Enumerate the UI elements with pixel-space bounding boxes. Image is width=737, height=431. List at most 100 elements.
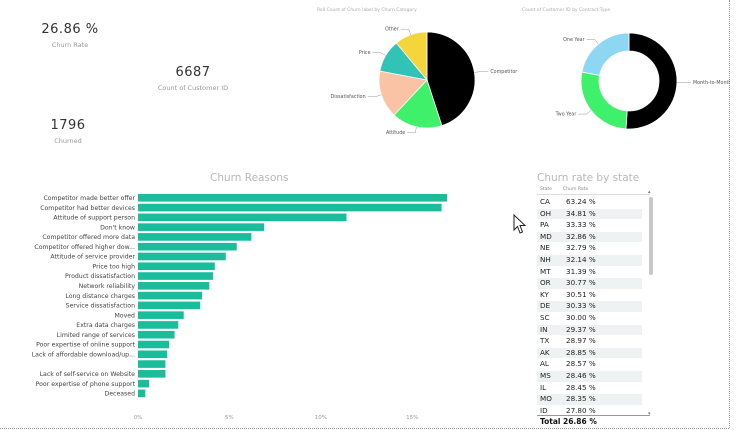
table-row[interactable]: IN 29.37 % <box>537 324 642 336</box>
reason-bar-don-t-know[interactable] <box>138 223 265 231</box>
reason-bar-service-dissatisfaction[interactable] <box>138 301 201 310</box>
reason-bar-competitor-made-better-offer[interactable] <box>138 194 448 202</box>
scroll-up-icon[interactable]: ▴ <box>648 189 651 195</box>
state-cell: IL <box>540 382 547 392</box>
churned-label: Churned <box>54 137 82 145</box>
category-leader-competitor <box>474 71 489 73</box>
table-row[interactable]: MT 31.39 % <box>537 267 642 278</box>
churn-rate-cell: 28.35 % <box>566 394 596 404</box>
table-row[interactable]: IL 28.45 % <box>537 383 642 394</box>
mouse-cursor-icon <box>513 214 527 234</box>
churn-rate-cell: 30.51 % <box>566 289 596 299</box>
reason-bar-price-too-high[interactable] <box>138 262 215 271</box>
reason-bar-product-dissatisfaction[interactable] <box>138 272 213 280</box>
reason-bar-long-distance-charges[interactable] <box>138 291 202 300</box>
churn-rate-cell: 32.86 % <box>566 231 596 241</box>
table-row[interactable]: MO 28.35 % <box>537 394 642 405</box>
table-row[interactable]: PA 33.33 % <box>537 220 642 231</box>
contract-slice-month-to-month[interactable] <box>625 32 678 130</box>
table-row[interactable]: SC 30.00 % <box>537 313 642 324</box>
reason-label-poor-expertise-of-phone-support: Poor expertise of phone support <box>36 381 136 388</box>
reason-label-limited-range-of-services: Limited range of services <box>57 332 135 339</box>
reason-bar-extra-data-charges[interactable] <box>138 321 179 329</box>
table-row[interactable]: TX 28.97 % <box>537 336 642 347</box>
state-cell: MO <box>540 394 552 404</box>
table-row[interactable]: OH 34.81 % <box>537 208 642 220</box>
category-slice-dissatisfaction[interactable] <box>378 70 428 116</box>
state-cell: IN <box>540 324 548 334</box>
table-row[interactable]: AK 28.85 % <box>537 347 642 359</box>
table-row[interactable]: DE 30.33 % <box>537 301 642 312</box>
churn-rate-cell: 34.81 % <box>566 208 596 218</box>
category-label-other: Other <box>385 27 399 33</box>
state-cell: MS <box>540 371 551 380</box>
reason-label-competitor-offered-higher-dow: Competitor offered higher dow... <box>34 244 135 251</box>
table-row[interactable]: MS 28.46 % <box>537 371 642 382</box>
churn-rate-cell: 29.37 % <box>566 324 596 334</box>
churn-rate-cell: 63.24 % <box>566 197 596 206</box>
reason-bar-moved[interactable] <box>138 311 184 319</box>
reason-label-extra-data-charges: Extra data charges <box>76 322 135 329</box>
contract-slice-two-year[interactable] <box>580 71 628 130</box>
category-pie-chart[interactable]: Competitor Attitude Dissatisfaction Price Ot… <box>310 20 520 150</box>
churn-rate-cell: 28.57 % <box>566 359 596 369</box>
reason-bar-competitor-offered-more-data[interactable] <box>138 233 252 241</box>
contract-slice-one-year[interactable] <box>581 32 630 76</box>
state-cell: CA <box>540 197 550 206</box>
churn-rate-cell: 30.00 % <box>566 313 596 322</box>
reason-label-long-distance-charges: Long distance charges <box>65 293 135 300</box>
reason-bar-unlabeled[interactable] <box>138 360 166 368</box>
table-row[interactable]: NH 32.14 % <box>537 255 642 266</box>
reason-label-lack-of-affordable-download-up: Lack of affordable download/up... <box>32 351 135 358</box>
churn-rate-column-header[interactable]: Churn Rate <box>563 187 589 192</box>
reason-label-attitude-of-support-person: Attitude of support person <box>53 215 135 222</box>
reason-bar-attitude-of-support-person[interactable] <box>138 213 347 222</box>
x-tick-10: 10% <box>315 415 327 421</box>
reason-label-service-dissatisfaction: Service dissatisfaction <box>66 303 135 310</box>
category-leader-attitude <box>407 126 417 133</box>
category-pie-title: Roll Count of Churn label by Churn Categ… <box>317 8 417 13</box>
reason-bar-competitor-offered-higher-dow[interactable] <box>138 242 237 251</box>
reason-bar-deceased[interactable] <box>138 389 146 398</box>
reason-bar-lack-of-affordable-download-up[interactable] <box>138 350 168 359</box>
reason-bar-network-reliability[interactable] <box>138 282 210 290</box>
churn-rate-cell: 28.46 % <box>566 371 596 380</box>
table-row[interactable]: OR 30.77 % <box>537 278 642 289</box>
reason-label-moved: Moved <box>114 312 135 319</box>
state-cell: AK <box>540 347 550 357</box>
churn-rate-cell: 28.85 % <box>566 347 596 357</box>
churn-rate-cell: 30.33 % <box>566 301 596 311</box>
state-table-body[interactable]: CA 63.24 % OH 34.81 % PA 33.33 % MD 32.86 % NE 32… <box>537 197 647 417</box>
table-row[interactable]: AL 28.57 % <box>537 359 642 370</box>
table-row[interactable]: ID 27.80 % <box>537 406 642 417</box>
reason-bar-poor-expertise-of-online-support[interactable] <box>138 340 170 349</box>
state-column-header[interactable]: State <box>540 187 552 192</box>
table-row[interactable]: NE 32.79 % <box>537 243 642 254</box>
table-scrollbar-thumb[interactable] <box>649 197 653 275</box>
contract-donut-title: Count of Customer ID by Contract Type <box>522 8 611 13</box>
reason-label-competitor-offered-more-data: Competitor offered more data <box>42 234 135 241</box>
state-cell: SC <box>540 313 550 322</box>
reason-label-competitor-made-better-offer: Competitor made better offer <box>43 195 135 202</box>
churn-rate-cell: 33.33 % <box>566 220 596 230</box>
table-row[interactable]: CA 63.24 % <box>537 197 642 208</box>
contract-donut-chart[interactable]: Month-to-Month Two Year One Year <box>520 20 730 150</box>
x-tick-0: 0% <box>134 415 143 421</box>
category-label-price: Price <box>359 50 371 56</box>
category-label-dissatisfaction: Dissatisfaction <box>331 94 366 100</box>
category-leader-price <box>372 52 386 56</box>
category-slice-attitude[interactable] <box>393 79 443 129</box>
header-divider <box>537 194 650 195</box>
churn-rate-cell: 31.39 % <box>566 266 596 276</box>
reason-bar-competitor-had-better-devices[interactable] <box>138 203 442 212</box>
reason-bar-limited-range-of-services[interactable] <box>138 330 175 339</box>
reason-label-network-reliability: Network reliability <box>79 283 136 290</box>
reason-bar-attitude-of-service-provider[interactable] <box>138 252 226 261</box>
churn-reasons-bar-chart[interactable]: Competitor made better offer Competitor h… <box>0 188 470 423</box>
reason-bar-poor-expertise-of-phone-support[interactable] <box>138 379 149 388</box>
reason-label-don-t-know: Don't know <box>100 224 135 231</box>
reason-bar-lack-of-self-service-on-website[interactable] <box>138 370 166 378</box>
scroll-down-icon[interactable]: ▾ <box>648 411 651 417</box>
table-row[interactable]: KY 30.51 % <box>537 290 642 301</box>
table-row[interactable]: MD 32.86 % <box>537 231 642 243</box>
